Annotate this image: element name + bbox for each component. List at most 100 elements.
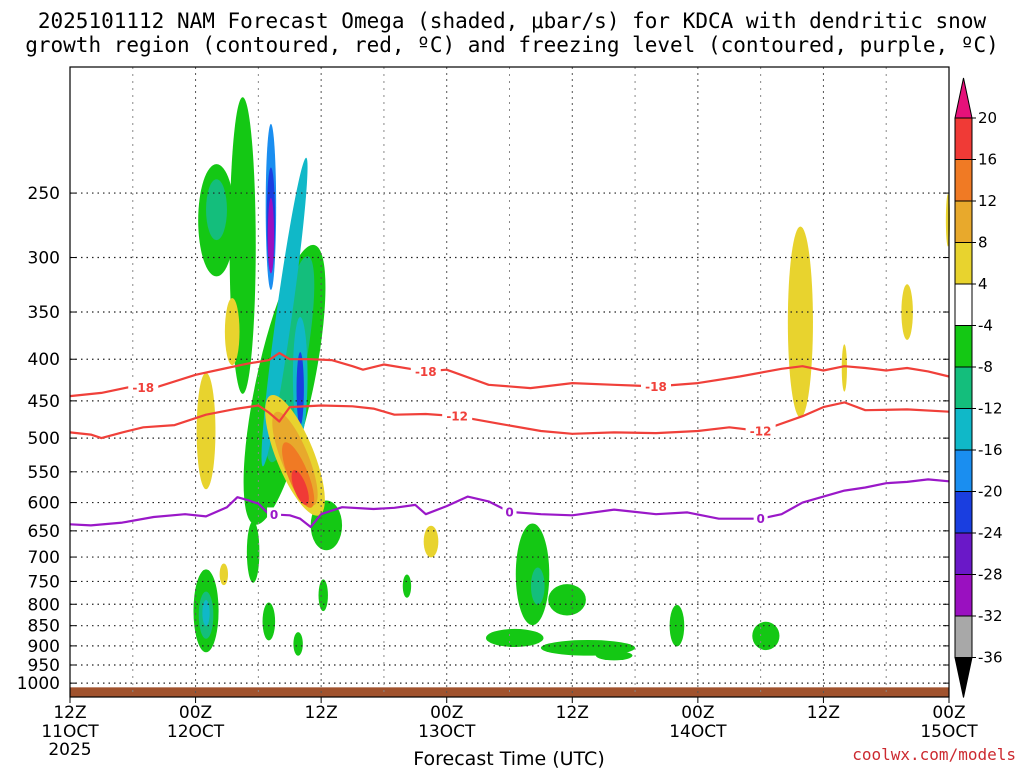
x-tick-date-36: 13OCT [418,722,476,742]
colorbar-label-16: 16 [978,151,997,169]
colorbar-label--8: -8 [978,358,993,376]
plot-frame [69,66,950,698]
contour-label-bg [267,507,282,522]
colorbar-swatch-13 [954,615,973,658]
y-tick-label-400: 400 [28,350,60,370]
x-tick-date-0: 11OCT [41,722,99,742]
colorbar-label--12: -12 [978,400,1003,418]
colorbar-swatch-8 [954,408,973,451]
omega-area-37 [787,226,813,418]
omega-area-24 [293,632,303,656]
colorbar-legend: 20 16 12 8 4 -4 -8 -12 -16 -20 -24 -28 -32 -36 [954,77,1003,698]
x-tick-time-0: 12Z [53,703,86,723]
contour-label-0c: 0 [505,505,513,519]
omega-area-28 [423,525,439,558]
colorbar-swatch-4 [954,242,973,285]
contour-label-bg [442,409,473,424]
x-tick-time-60: 00Z [681,703,714,723]
contour-label--12c: -12 [750,424,772,438]
omega-area-32 [485,628,544,647]
y-tick-label-950: 950 [28,656,60,676]
colorbar-top-arrow [954,77,973,119]
y-tick-label-450: 450 [28,392,60,412]
y-tick-label-900: 900 [28,637,60,657]
ground-band [70,687,949,697]
y-tick-label-1000: 1000 [17,674,60,694]
y-axis-pressure-ticks: 2503003504004505005506006507007508008509… [17,184,949,694]
colorbar-swatch-9 [954,449,973,492]
x-tick-time-24: 12Z [305,703,338,723]
omega-shading-layer [193,97,951,661]
x-axis-title: Forecast Time (UTC) [413,748,604,768]
x-tick-date-60: 14OCT [669,722,727,742]
y-tick-label-750: 750 [28,572,60,592]
omega-area-3 [206,179,227,241]
colorbar-swatch-2 [954,159,973,202]
colorbar-label--24: -24 [978,524,1003,542]
contour-label--18c: -18 [415,365,437,379]
omega-area-35 [669,604,685,647]
colorbar-label--16: -16 [978,441,1003,459]
colorbar-label-8: 8 [978,234,988,252]
y-tick-label-650: 650 [28,522,60,542]
credit-text: coolwx.com/models [852,745,1016,764]
x-tick-time-84: 00Z [932,703,965,723]
x-tick-date-84: 15OCT [920,722,978,742]
omega-area-18 [291,470,309,505]
y-tick-label-250: 250 [28,184,60,204]
y-tick-label-350: 350 [28,303,60,323]
y-tick-label-300: 300 [28,249,60,269]
omega-area-19 [246,521,260,583]
colorbar-label--36: -36 [978,649,1003,667]
contour-label-bg [745,423,776,438]
omega-area-14 [196,372,216,490]
omega-area-26 [219,563,229,586]
chart-title-line-1: 2025101112 NAM Forecast Omega (shaded, μ… [38,9,987,33]
colorbar-swatch-1 [954,117,973,160]
colorbar-swatch-12 [954,574,973,617]
x-tick-time-12: 00Z [179,703,212,723]
x-tick-time-72: 12Z [807,703,840,723]
y-tick-label-800: 800 [28,595,60,615]
contour-label-0c: 0 [270,508,278,522]
omega-area-22 [202,600,210,626]
omega-area-13 [224,298,240,366]
contour-label-bg [502,504,517,519]
y-tick-label-550: 550 [28,463,60,483]
omega-area-23 [262,602,276,641]
x-tick-date-12: 12OCT [167,722,225,742]
contour-0c [69,478,950,529]
y-tick-label-600: 600 [28,494,60,514]
colorbar-bottom-arrow [954,657,973,698]
omega-area-34 [595,650,633,661]
contour-label-bg [410,364,441,379]
colorbar-label-4: 4 [978,275,988,293]
omega-area-38 [841,344,847,392]
colorbar-label--4: -4 [978,317,993,335]
colorbar-label-12: 12 [978,192,997,210]
contour-label-bg [641,379,671,394]
x-tick-time-36: 00Z [430,703,463,723]
omega-area-36 [752,621,780,651]
chart-title-line-2: growth region (contoured, red, ºC) and f… [25,33,999,57]
omega-area-25 [318,579,328,612]
contour-label--18c: -18 [132,381,154,395]
colorbar-label--20: -20 [978,483,1003,501]
omega-area-9 [267,197,275,274]
y-tick-label-500: 500 [28,429,60,449]
omega-area-11 [296,352,304,426]
colorbar-swatch-3 [954,200,973,243]
contour-label--12c: -12 [446,410,468,424]
colorbar-swatch-11 [954,532,973,575]
colorbar-label--32: -32 [978,607,1003,625]
contour-label--18c: -18 [645,380,667,394]
colorbar-swatch-6 [954,325,973,368]
colorbar-swatch-5 [954,283,973,326]
contour-label-bg [128,380,159,395]
x-tick-time-48: 12Z [556,703,589,723]
y-tick-label-700: 700 [28,548,60,568]
contour--18c [69,351,950,398]
contour-label-bg [753,511,768,526]
